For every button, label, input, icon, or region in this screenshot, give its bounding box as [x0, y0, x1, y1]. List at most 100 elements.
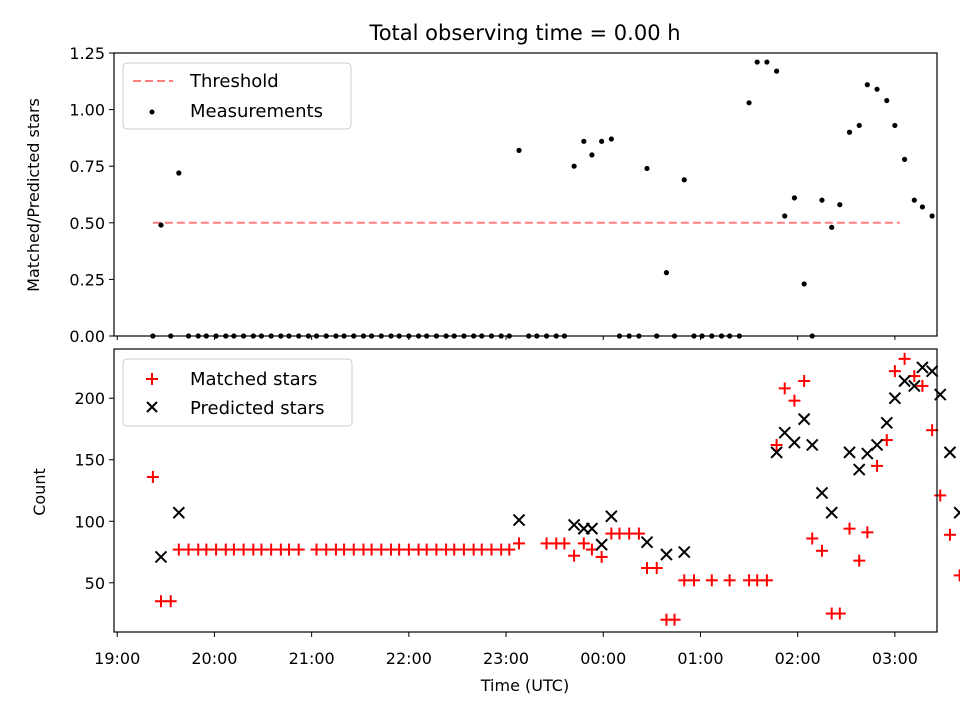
matched-star-point	[146, 470, 159, 483]
matched-star-point	[632, 527, 645, 540]
measurement-point	[589, 152, 595, 158]
count-legend-box	[122, 358, 353, 427]
matched-legend-label: Matched stars	[190, 369, 317, 390]
matched-star-point	[788, 394, 801, 407]
count-y-tick-label: 100	[74, 512, 105, 531]
predicted-star-point	[843, 446, 856, 459]
count-y-tick-label: 50	[85, 574, 105, 593]
matched-star-point	[806, 532, 819, 545]
predicted-star-point	[916, 361, 929, 374]
count-y-tick-label: 200	[74, 389, 105, 408]
count-panel: 50 100 150 200 Count Matched stars Predicte…	[30, 348, 960, 633]
matched-star-point	[853, 554, 866, 567]
matched-star-point	[843, 522, 856, 535]
measurement-point	[919, 204, 926, 210]
matched-star-point	[687, 574, 700, 587]
matched-legend-swatch	[146, 373, 158, 385]
measurement-legend-swatch	[149, 109, 155, 115]
matched-star-point	[292, 543, 305, 556]
measurement-point	[829, 224, 835, 230]
x-tick-label: 02:00	[775, 649, 821, 668]
measurement-legend-label: Measurements	[190, 101, 323, 122]
matched-star-point	[815, 544, 828, 557]
matched-star-point	[760, 574, 773, 587]
matched-star-point	[164, 595, 177, 608]
predicted-star-point	[934, 388, 947, 401]
matched-star-point	[833, 607, 846, 620]
measurement-point	[892, 122, 898, 129]
predicted-star-point	[861, 447, 874, 460]
matched-star-points	[146, 352, 960, 626]
measurement-point	[516, 147, 522, 153]
measurement-point	[819, 197, 825, 203]
measurement-point	[746, 100, 752, 106]
matched-star-point	[568, 549, 581, 562]
ratio-plot-frame	[113, 52, 938, 337]
matched-star-point	[888, 365, 901, 378]
x-tick-label: 01:00	[677, 649, 723, 668]
predicted-star-point	[925, 364, 939, 378]
predicted-star-point	[943, 446, 957, 459]
matched-star-point	[577, 537, 590, 550]
predicted-star-point	[815, 486, 829, 500]
measurement-point	[911, 197, 917, 203]
measurement-point	[571, 163, 577, 169]
measurement-point	[874, 86, 880, 92]
ratio-y-tick-label: 0.75	[69, 157, 105, 176]
matched-star-point	[723, 574, 736, 587]
measurement-point	[929, 213, 935, 219]
predicted-star-point	[567, 518, 581, 532]
measurement-point	[581, 138, 587, 144]
predicted-star-point	[770, 446, 783, 459]
matched-star-point	[778, 382, 791, 395]
predicted-legend-swatch	[146, 401, 158, 413]
matched-star-point	[668, 613, 681, 626]
matched-star-point	[798, 374, 811, 387]
predicted-star-point	[953, 506, 960, 519]
predicted-star-point	[660, 548, 673, 561]
x-axis-label: Time (UTC)	[480, 676, 569, 695]
predicted-star-point	[154, 550, 168, 564]
matched-star-point	[650, 562, 663, 575]
matched-star-point	[861, 526, 874, 539]
ratio-y-tick-label: 0.50	[69, 214, 105, 233]
matched-star-point	[595, 550, 608, 563]
count-y-label: Count	[30, 468, 49, 516]
matched-star-point	[926, 424, 939, 437]
measurement-point	[599, 138, 605, 144]
predicted-star-points	[154, 361, 960, 564]
predicted-star-point	[585, 522, 599, 535]
predicted-star-point	[512, 513, 526, 527]
x-tick-label: 23:00	[483, 649, 529, 668]
measurement-point	[176, 170, 182, 176]
predicted-star-point	[853, 463, 866, 476]
measurement-point	[782, 213, 788, 219]
measurement-point	[754, 59, 760, 65]
measurement-point	[884, 97, 890, 104]
measurement-point	[846, 129, 853, 135]
matched-star-point	[871, 459, 884, 472]
measurement-point	[158, 222, 164, 228]
measurement-point	[901, 156, 908, 163]
x-tick-label: 22:00	[386, 649, 432, 668]
ratio-y-label: Matched/Predicted stars	[24, 98, 43, 292]
measurement-point	[608, 136, 614, 142]
measurement-point	[791, 195, 798, 201]
x-tick-label: 20:00	[191, 649, 237, 668]
x-tick-label: 03:00	[872, 649, 918, 668]
count-legend: Matched stars Predicted stars	[122, 358, 353, 427]
matched-star-point	[934, 489, 947, 502]
matched-star-point	[705, 574, 718, 587]
measurement-point	[864, 82, 870, 88]
matched-star-point	[953, 569, 960, 582]
predicted-star-point	[806, 438, 819, 452]
measurement-point	[801, 281, 807, 287]
x-tick-label: 19:00	[94, 649, 140, 668]
predicted-star-point	[788, 436, 801, 449]
ratio-y-tick-label: 0.25	[69, 270, 105, 289]
ratio-y-tick-label: 0.00	[69, 327, 105, 346]
chart-title: Total observing time = 0.00 h	[368, 21, 680, 45]
ratio-y-tick-label: 1.25	[69, 44, 105, 63]
measurement-point	[856, 122, 862, 129]
